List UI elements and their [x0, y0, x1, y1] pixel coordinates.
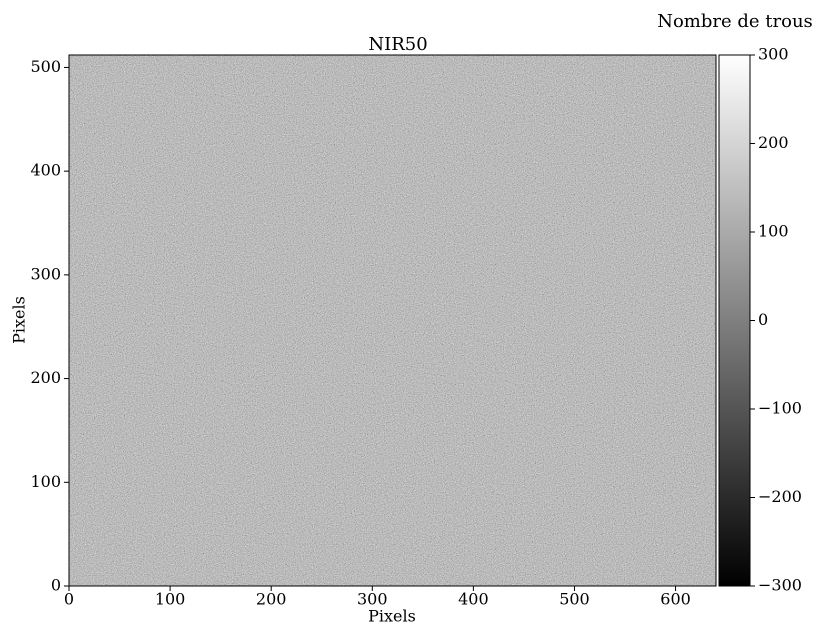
x-tick-label: 600 — [660, 590, 691, 609]
y-tick-label: 400 — [30, 161, 61, 180]
y-tick-label: 100 — [30, 472, 61, 491]
y-tick-label: 500 — [30, 57, 61, 76]
x-tick-label: 200 — [256, 590, 287, 609]
x-tick-label: 400 — [458, 590, 489, 609]
colorbar-tick-label: −200 — [758, 487, 802, 506]
image-texture — [69, 55, 716, 586]
y-tick-label: 200 — [30, 368, 61, 387]
colorbar-label: Nombre de trous — [657, 11, 813, 32]
plot-frame — [68, 54, 717, 587]
colorbar-tick-label: 100 — [758, 222, 789, 241]
x-axis-label: Pixels — [368, 607, 416, 626]
y-axis-label: Pixels — [10, 296, 29, 344]
y-tick-label: 0 — [51, 576, 61, 595]
x-tick-label: 500 — [559, 590, 590, 609]
colorbar-tick-label: −300 — [758, 576, 802, 595]
x-tick-label: 300 — [357, 590, 388, 609]
colorbar-tick-label: −100 — [758, 399, 802, 418]
y-tick-label: 300 — [30, 264, 61, 283]
chart-title: NIR50 — [368, 34, 427, 55]
colorbar — [718, 54, 751, 587]
colorbar-tick-label: 0 — [758, 310, 768, 329]
x-tick-label: 0 — [64, 590, 74, 609]
x-tick-label: 100 — [155, 590, 186, 609]
colorbar-tick-label: 300 — [758, 45, 789, 64]
colorbar-tick-label: 200 — [758, 133, 789, 152]
